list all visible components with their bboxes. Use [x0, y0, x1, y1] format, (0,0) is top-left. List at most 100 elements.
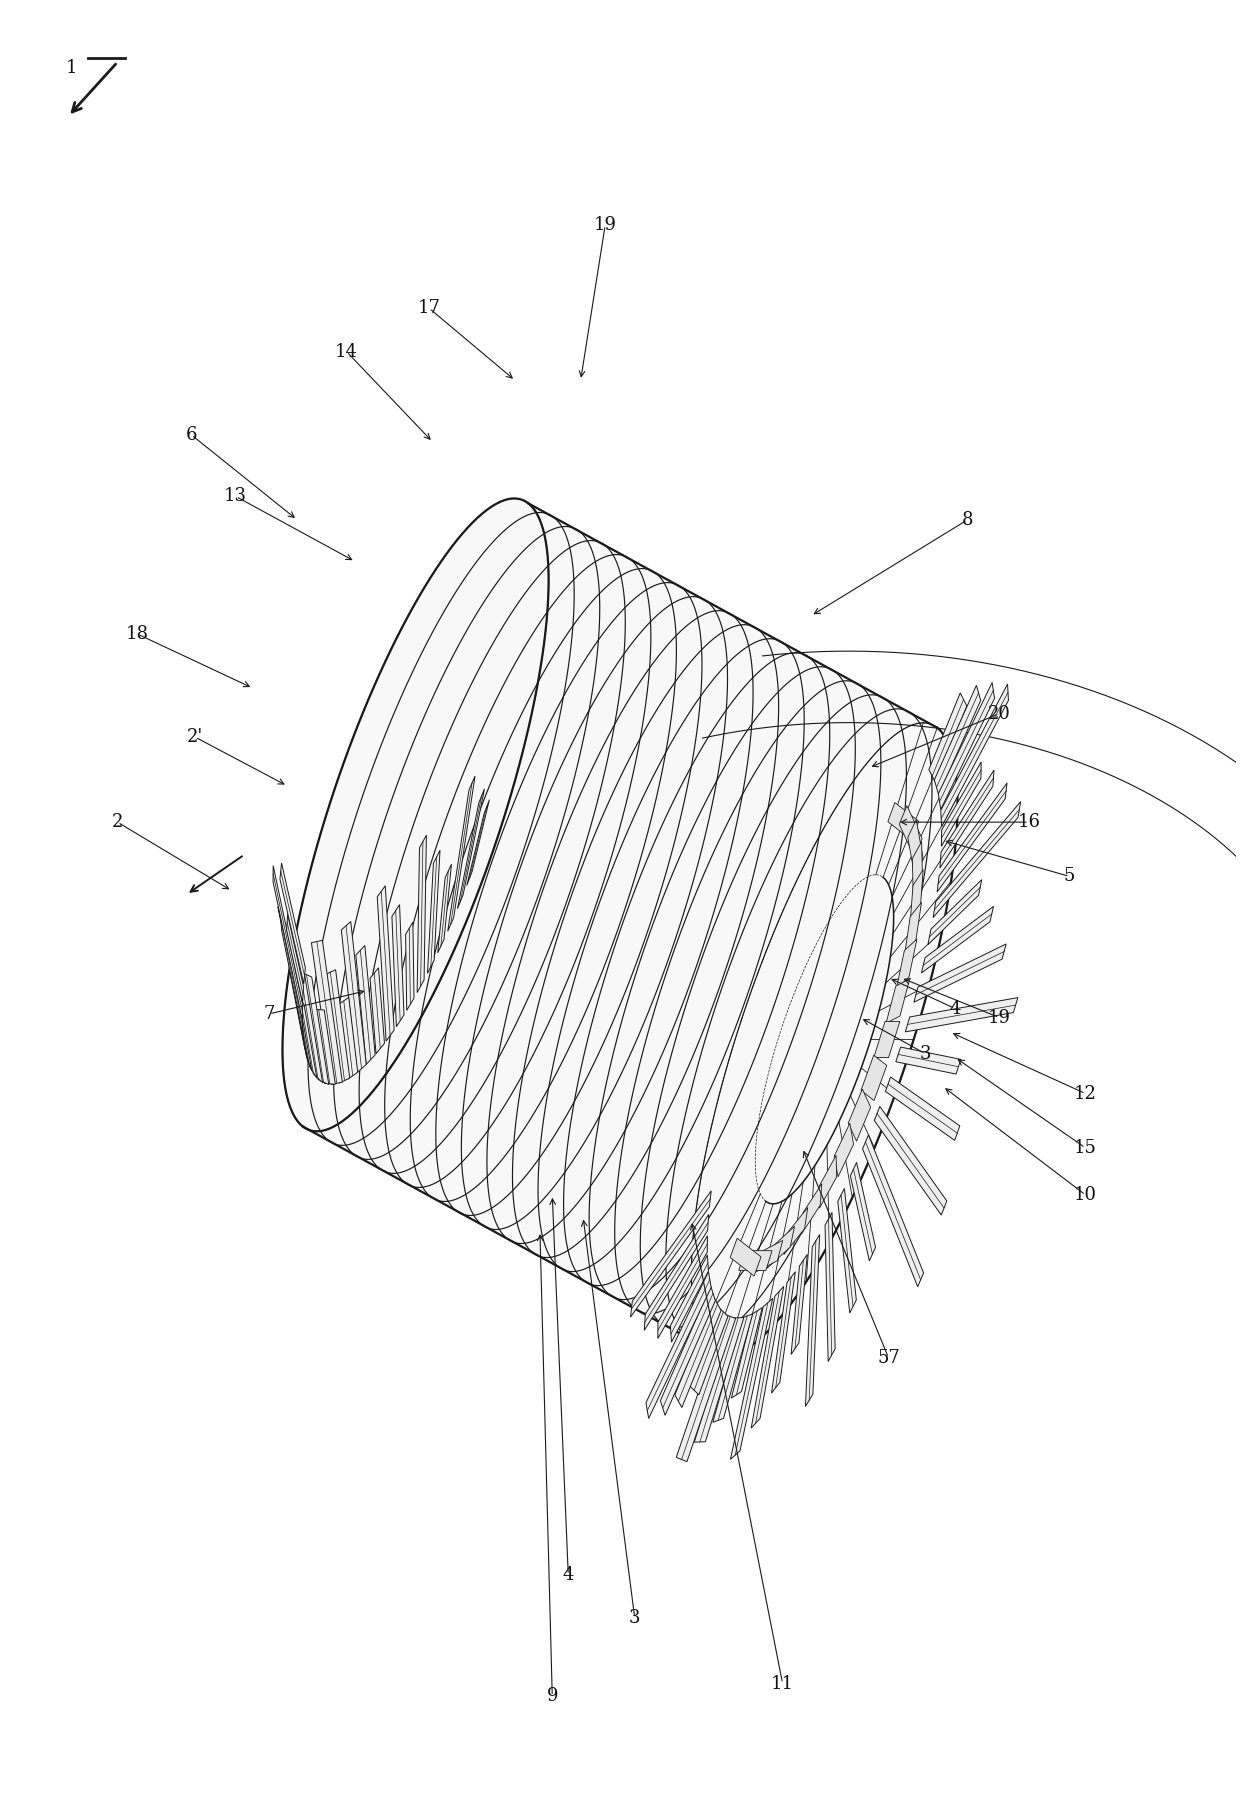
Polygon shape	[904, 902, 921, 954]
Polygon shape	[838, 1189, 857, 1313]
Polygon shape	[791, 1254, 807, 1354]
Text: 7: 7	[263, 1005, 275, 1024]
Polygon shape	[713, 1314, 753, 1422]
Polygon shape	[377, 885, 394, 1042]
Polygon shape	[370, 967, 384, 1054]
Polygon shape	[899, 805, 923, 858]
Polygon shape	[914, 944, 1006, 1002]
Polygon shape	[273, 865, 303, 1020]
Polygon shape	[466, 800, 490, 885]
Polygon shape	[290, 933, 322, 1084]
Polygon shape	[771, 1273, 795, 1393]
Polygon shape	[694, 1318, 744, 1442]
Polygon shape	[301, 973, 329, 1085]
Polygon shape	[675, 1298, 722, 1407]
Polygon shape	[448, 776, 475, 931]
Polygon shape	[730, 1238, 761, 1276]
Text: 57: 57	[877, 1349, 900, 1367]
Polygon shape	[874, 1107, 947, 1214]
Text: 2: 2	[112, 813, 123, 831]
Text: 4: 4	[563, 1565, 574, 1583]
Polygon shape	[921, 907, 993, 973]
Polygon shape	[286, 914, 304, 1004]
Polygon shape	[280, 914, 304, 1036]
Polygon shape	[928, 880, 982, 945]
Polygon shape	[751, 1240, 782, 1274]
Polygon shape	[314, 1009, 335, 1084]
Polygon shape	[784, 1207, 807, 1254]
Polygon shape	[929, 693, 967, 782]
Polygon shape	[732, 1307, 763, 1398]
Polygon shape	[730, 1298, 773, 1460]
Text: 15: 15	[1074, 1138, 1097, 1156]
Text: 17: 17	[418, 300, 440, 316]
Text: 13: 13	[224, 487, 247, 505]
Polygon shape	[438, 864, 451, 953]
Text: 3: 3	[629, 1609, 641, 1627]
Polygon shape	[280, 864, 305, 984]
Polygon shape	[835, 1124, 853, 1176]
Polygon shape	[825, 1213, 835, 1362]
Polygon shape	[283, 498, 957, 1356]
Text: 2': 2'	[187, 727, 203, 745]
Polygon shape	[908, 820, 923, 876]
Text: 18: 18	[125, 625, 149, 644]
Text: 1: 1	[66, 58, 78, 76]
Polygon shape	[801, 1184, 822, 1234]
Polygon shape	[428, 851, 440, 973]
Polygon shape	[311, 940, 342, 1085]
Polygon shape	[895, 1047, 961, 1074]
Polygon shape	[935, 685, 981, 794]
Polygon shape	[676, 1314, 735, 1462]
Polygon shape	[325, 969, 350, 1084]
Polygon shape	[392, 905, 404, 1027]
Polygon shape	[339, 998, 358, 1080]
Polygon shape	[941, 684, 1008, 827]
Polygon shape	[768, 1227, 795, 1269]
Polygon shape	[885, 1076, 960, 1140]
Polygon shape	[820, 1154, 837, 1207]
Polygon shape	[888, 802, 919, 840]
Polygon shape	[405, 922, 414, 1011]
Polygon shape	[671, 1254, 708, 1342]
Text: 12: 12	[1074, 1085, 1097, 1102]
Polygon shape	[658, 1236, 707, 1338]
Polygon shape	[806, 1234, 820, 1407]
Text: 20: 20	[988, 705, 1011, 722]
Polygon shape	[863, 1134, 924, 1287]
Polygon shape	[645, 1214, 709, 1331]
Polygon shape	[905, 998, 1018, 1033]
Polygon shape	[341, 922, 366, 1073]
Polygon shape	[874, 1022, 900, 1058]
Text: 19: 19	[988, 1009, 1011, 1027]
Polygon shape	[646, 1271, 712, 1418]
Polygon shape	[913, 842, 923, 898]
Polygon shape	[851, 1162, 875, 1262]
Polygon shape	[289, 960, 305, 1049]
Polygon shape	[887, 978, 910, 1024]
Polygon shape	[630, 1191, 712, 1316]
Text: 10: 10	[1074, 1185, 1097, 1204]
Text: 9: 9	[547, 1687, 558, 1705]
Polygon shape	[296, 993, 317, 1078]
Polygon shape	[288, 951, 312, 1071]
Text: 3: 3	[920, 1045, 931, 1064]
Text: 19: 19	[594, 216, 616, 235]
Polygon shape	[458, 789, 485, 909]
Polygon shape	[934, 802, 1021, 918]
Text: 5: 5	[1064, 867, 1075, 885]
Polygon shape	[848, 1089, 870, 1142]
Polygon shape	[751, 1287, 784, 1429]
Polygon shape	[940, 771, 994, 867]
Text: 14: 14	[335, 342, 358, 360]
Polygon shape	[937, 784, 1007, 893]
Polygon shape	[278, 907, 308, 1062]
Text: 8: 8	[961, 511, 973, 529]
Polygon shape	[739, 1251, 773, 1271]
Text: 16: 16	[1017, 813, 1040, 831]
Text: 6: 6	[186, 425, 197, 444]
Polygon shape	[941, 762, 981, 845]
Polygon shape	[661, 1285, 715, 1416]
Polygon shape	[897, 940, 916, 989]
Text: 4: 4	[950, 1000, 961, 1018]
